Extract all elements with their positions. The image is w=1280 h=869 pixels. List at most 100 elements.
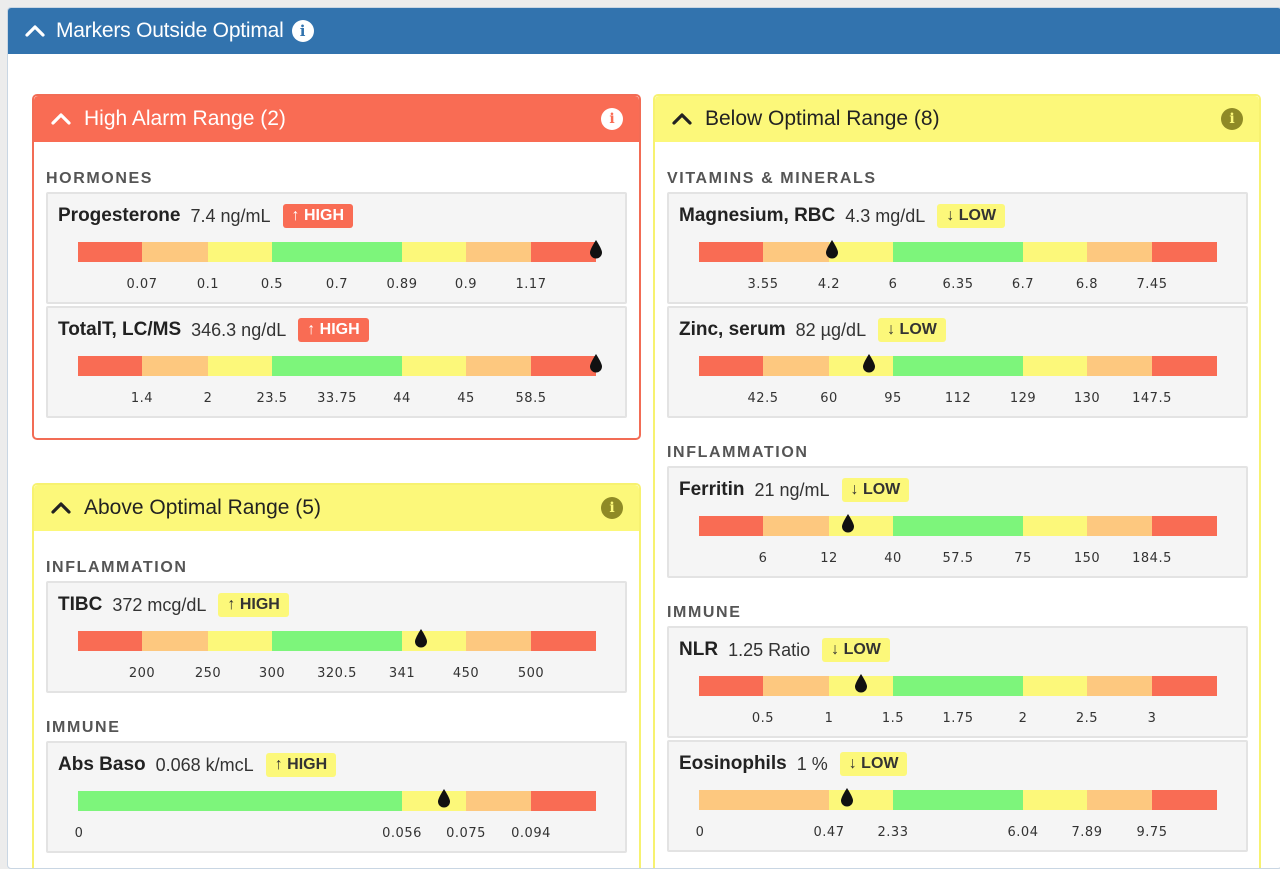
tick-label: 300 — [258, 666, 286, 681]
tick-label: 9.75 — [1136, 825, 1168, 840]
tick-label: 1.17 — [515, 277, 547, 292]
tick-label: 6.35 — [942, 277, 974, 292]
marker-card-tibc[interactable]: TIBC 372 mcg/dL ↑ HIGH 200 250 300 320.5… — [46, 581, 627, 693]
marker-name: NLR — [679, 639, 719, 660]
high-badge: ↑ HIGH — [282, 204, 353, 228]
marker-card-nlr[interactable]: NLR 1.25 Ratio ↓ LOW 0.5 1 1.5 1.75 2 2.… — [667, 626, 1248, 738]
tick-label: 58.5 — [515, 391, 547, 406]
marker-name: Eosinophils — [679, 753, 787, 774]
chevron-up-icon[interactable] — [671, 108, 693, 130]
low-badge: ↓ LOW — [841, 478, 910, 502]
marker-card-ferritin[interactable]: Ferritin 21 ng/mL ↓ LOW 6 12 40 57.5 75 … — [667, 466, 1248, 578]
high-badge: ↑ HIGH — [218, 593, 289, 617]
outer-panel-header[interactable]: Markers Outside Optimal i — [8, 8, 1280, 54]
tick-label: 0.5 — [260, 277, 284, 292]
tick-label: 130 — [1073, 391, 1101, 406]
tick-label: 0.9 — [454, 277, 478, 292]
tick-label: 2.5 — [1075, 711, 1099, 726]
marker-card-abs-baso[interactable]: Abs Baso 0.068 k/mcL ↑ HIGH 0 0.056 0.07… — [46, 741, 627, 853]
marker-name: Abs Baso — [58, 754, 146, 775]
value-marker-drop-icon — [841, 788, 853, 807]
value-marker-drop-icon — [842, 514, 854, 533]
tick-label: 0 — [74, 826, 84, 841]
tick-label: 200 — [128, 666, 156, 681]
range-bar — [699, 516, 1217, 536]
tick-label: 7.45 — [1136, 277, 1168, 292]
tick-label: 2.33 — [877, 825, 909, 840]
tick-label: 0.075 — [446, 826, 486, 841]
chevron-up-icon[interactable] — [24, 20, 46, 42]
high-alarm-range-title: High Alarm Range (2) — [84, 107, 286, 130]
range-bar — [78, 356, 596, 376]
tick-label: 6.8 — [1075, 277, 1099, 292]
range-bar — [699, 242, 1217, 262]
marker-card-eosinophils[interactable]: Eosinophils 1 % ↓ LOW 0 0.47 2.33 6.04 7… — [667, 740, 1248, 852]
marker-name: Progesterone — [58, 205, 181, 226]
tick-label: 147.5 — [1132, 391, 1172, 406]
marker-card-progesterone[interactable]: Progesterone 7.4 ng/mL ↑ HIGH 0.07 0.1 0… — [46, 192, 627, 304]
range-bar — [699, 676, 1217, 696]
marker-value: 1 % — [796, 753, 828, 774]
tick-label: 2 — [203, 391, 213, 406]
tick-label: 1.75 — [942, 711, 974, 726]
category-label-inflammation: INFLAMMATION — [46, 559, 188, 576]
marker-value: 4.3 mg/dL — [845, 205, 926, 226]
value-marker-drop-icon — [415, 629, 427, 648]
tick-label: 6.7 — [1011, 277, 1035, 292]
high-alarm-range-header[interactable]: High Alarm Range (2) i — [34, 96, 639, 142]
tick-label: 40 — [884, 551, 902, 566]
marker-name: Zinc, serum — [679, 319, 786, 340]
tick-label: 0.07 — [126, 277, 158, 292]
marker-card-zinc-serum[interactable]: Zinc, serum 82 µg/dL ↓ LOW 42.5 60 95 11… — [667, 306, 1248, 418]
low-badge: ↓ LOW — [839, 752, 908, 776]
info-icon[interactable]: i — [1221, 108, 1243, 130]
value-marker-drop-icon — [826, 240, 838, 259]
info-icon[interactable]: i — [601, 108, 623, 130]
marker-name: Ferritin — [679, 479, 745, 500]
high-alarm-range-panel: High Alarm Range (2) i HORMONES Progeste… — [32, 94, 641, 440]
tick-label: 0.47 — [813, 825, 845, 840]
range-bar — [78, 242, 596, 262]
markers-outside-optimal-panel: Markers Outside Optimal i High Alarm Ran… — [7, 7, 1280, 869]
tick-label: 0.7 — [325, 277, 349, 292]
tick-label: 184.5 — [1132, 551, 1172, 566]
marker-card-totalt[interactable]: TotalT, LC/MS 346.3 ng/dL ↑ HIGH 1.4 2 2… — [46, 306, 627, 418]
tick-label: 1.5 — [881, 711, 905, 726]
value-marker-drop-icon — [438, 789, 450, 808]
chevron-up-icon[interactable] — [50, 497, 72, 519]
tick-label: 0.094 — [511, 826, 551, 841]
chevron-up-icon[interactable] — [50, 108, 72, 130]
range-bar — [699, 356, 1217, 376]
tick-label: 3 — [1147, 711, 1157, 726]
tick-label: 12 — [820, 551, 838, 566]
low-badge: ↓ LOW — [878, 318, 946, 342]
marker-card-magnesium-rbc[interactable]: Magnesium, RBC 4.3 mg/dL ↓ LOW 3.55 4.2 … — [667, 192, 1248, 304]
above-optimal-range-title: Above Optimal Range (5) — [84, 496, 321, 519]
tick-label: 2 — [1018, 711, 1028, 726]
marker-value: 0.068 k/mcL — [155, 754, 254, 775]
tick-label: 0.056 — [382, 826, 422, 841]
outer-panel-title: Markers Outside Optimal — [56, 19, 284, 42]
range-bar — [78, 791, 596, 811]
tick-label: 33.75 — [317, 391, 357, 406]
high-badge: ↑ HIGH — [265, 753, 337, 777]
info-icon[interactable]: i — [291, 20, 314, 42]
tick-label: 1.4 — [130, 391, 154, 406]
tick-label: 341 — [388, 666, 416, 681]
info-icon[interactable]: i — [601, 497, 623, 519]
below-optimal-range-header[interactable]: Below Optimal Range (8) i — [655, 96, 1259, 142]
tick-label: 6 — [888, 277, 898, 292]
above-optimal-range-header[interactable]: Above Optimal Range (5) i — [34, 485, 639, 531]
tick-label: 23.5 — [256, 391, 288, 406]
below-optimal-range-panel: Below Optimal Range (8) i VITAMINS & MIN… — [653, 94, 1261, 868]
marker-value: 372 mcg/dL — [112, 594, 207, 615]
below-optimal-range-title: Below Optimal Range (8) — [705, 107, 940, 130]
tick-label: 75 — [1014, 551, 1032, 566]
range-bar — [699, 790, 1217, 810]
low-badge: ↓ LOW — [937, 204, 1006, 228]
value-marker-drop-icon — [590, 240, 602, 259]
category-label-hormones: HORMONES — [46, 170, 154, 187]
tick-label: 42.5 — [747, 391, 779, 406]
marker-name: TotalT, LC/MS — [58, 319, 182, 340]
tick-label: 3.55 — [747, 277, 779, 292]
